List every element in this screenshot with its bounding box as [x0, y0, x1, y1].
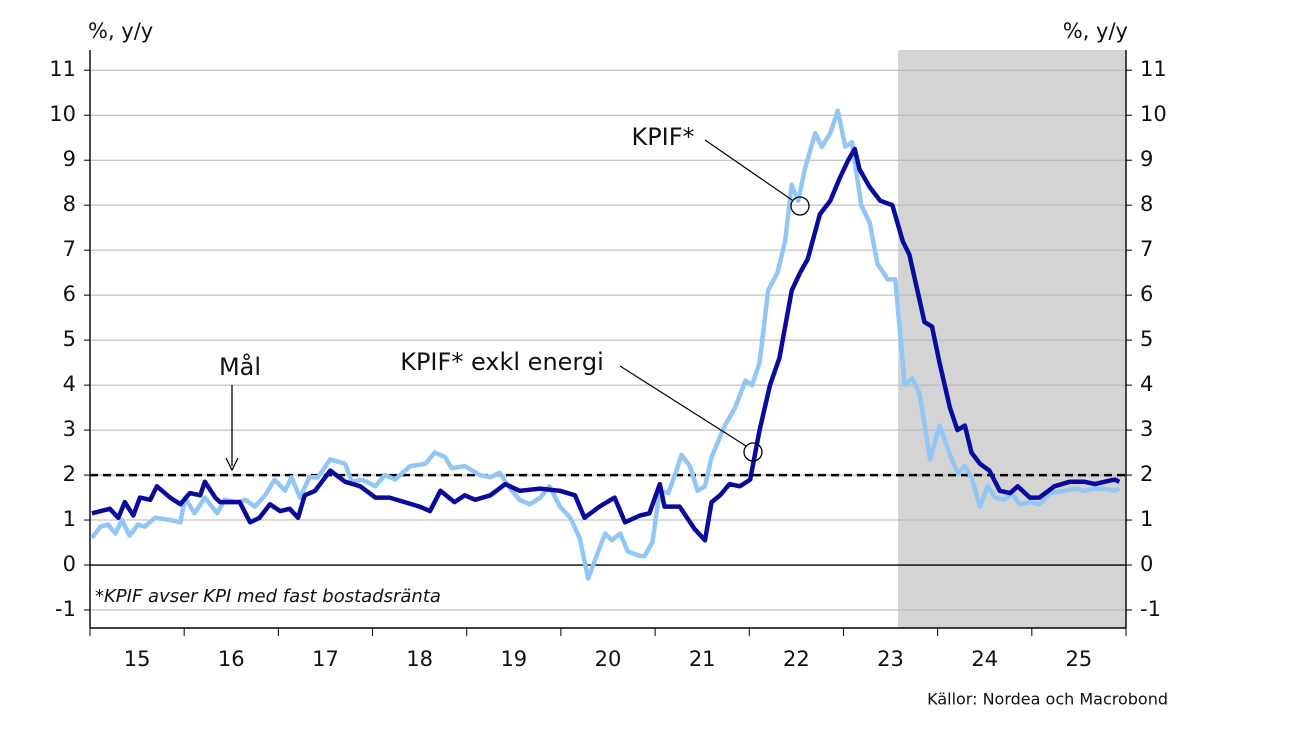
- y2-tick-label: 1: [1140, 507, 1153, 531]
- plot-background: [90, 50, 1126, 628]
- x-tick-label: 15: [124, 647, 151, 671]
- y-tick-label: 1: [63, 507, 76, 531]
- target-label: Mål: [219, 352, 261, 381]
- series-marker: [743, 442, 763, 462]
- series-label: KPIF*: [631, 123, 694, 151]
- y-tick-label: 3: [63, 417, 76, 441]
- y2-tick-label: -1: [1140, 597, 1161, 621]
- x-tick-label: 17: [312, 647, 339, 671]
- y2-tick-label: 6: [1140, 282, 1153, 306]
- y2-tick-label: 7: [1140, 237, 1153, 261]
- series-line: [90, 108, 1121, 581]
- x-tick-label: 24: [971, 647, 998, 671]
- y2-axis-label: %, y/y: [1063, 19, 1128, 43]
- y2-tick-label: 5: [1140, 327, 1153, 351]
- x-tick-label: 22: [783, 647, 810, 671]
- series-leader: [619, 365, 747, 447]
- y-tick-label: 5: [63, 327, 76, 351]
- y-axis-label: %, y/y: [88, 19, 153, 43]
- x-tick-label: 20: [595, 647, 622, 671]
- x-tick-label: 25: [1066, 647, 1093, 671]
- source: Källor: Nordea och Macrobond: [927, 690, 1168, 709]
- y2-tick-label: 10: [1140, 102, 1167, 126]
- y-tick-label: 0: [63, 552, 76, 576]
- y2-tick-label: 4: [1140, 372, 1153, 396]
- y-tick-label: 7: [63, 237, 76, 261]
- y-tick-label: 6: [63, 282, 76, 306]
- y-tick-label: 4: [63, 372, 76, 396]
- footnote: *KPIF avser KPI med fast bostadsränta: [95, 586, 441, 607]
- y2-tick-label: 8: [1140, 192, 1153, 216]
- y-tick-label: 8: [63, 192, 76, 216]
- y2-tick-label: 9: [1140, 147, 1153, 171]
- target-arrowhead: [225, 457, 239, 472]
- y-tick-label: 2: [63, 462, 76, 486]
- y2-tick-label: 0: [1140, 552, 1153, 576]
- annotations: Mål KPIF* KPIF* exkl energi: [219, 123, 810, 472]
- series-line: [91, 146, 1121, 543]
- x-tick-label: 19: [500, 647, 527, 671]
- y-tick-label: 11: [49, 57, 76, 81]
- x-tick-label: 16: [218, 647, 245, 671]
- y-tick-label: 9: [63, 147, 76, 171]
- series-label: KPIF* exkl energi: [400, 348, 604, 376]
- shaded-period: [898, 50, 1126, 628]
- y2-tick-label: 3: [1140, 417, 1153, 441]
- y-tick-label: 10: [49, 102, 76, 126]
- y2-tick-label: 2: [1140, 462, 1153, 486]
- y-tick-label: -1: [55, 597, 76, 621]
- series-leader: [704, 139, 793, 201]
- x-tick-label: 18: [406, 647, 433, 671]
- x-tick-label: 23: [877, 647, 904, 671]
- series-marker: [790, 196, 810, 216]
- y2-tick-label: 11: [1140, 57, 1167, 81]
- x-tick-label: 21: [689, 647, 716, 671]
